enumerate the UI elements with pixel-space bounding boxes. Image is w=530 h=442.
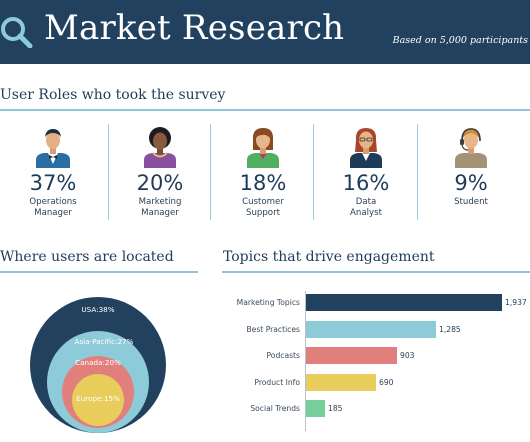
role-divider (108, 124, 109, 220)
businessman-bowtie-icon (32, 126, 74, 168)
role-percent: 9% (419, 171, 523, 195)
woman-green-top-icon (242, 126, 284, 168)
region-label-asia-pacific: Asia-Pacific:27% (75, 337, 134, 346)
bar-podcasts (306, 347, 397, 364)
role-data-analyst: 16% Data Analyst (314, 124, 418, 224)
location-bubble-chart: USA:38% Asia-Pacific:27% Canada:20% Euro… (0, 283, 200, 442)
role-percent: 20% (108, 171, 212, 195)
header-banner: Market Research Based on 5,000 participa… (0, 0, 530, 64)
role-label: Customer Support (211, 197, 315, 219)
role-divider (210, 124, 211, 220)
woman-navy-suit-icon (345, 126, 387, 168)
role-label: Operations Manager (1, 197, 105, 219)
role-customer-support: 18% Customer Support (211, 124, 315, 224)
role-divider (417, 124, 418, 220)
role-percent: 18% (211, 171, 315, 195)
roles-section-title: User Roles who took the survey (0, 87, 225, 103)
role-label: Marketing Manager (108, 197, 212, 219)
role-student: 9% Student (419, 124, 523, 224)
bar-value-label: 185 (328, 404, 343, 413)
region-label-usa: USA:38% (81, 305, 114, 314)
location-section-title: Where users are located (0, 249, 174, 265)
woman-curly-hair-icon (139, 126, 181, 168)
role-label: Data Analyst (314, 197, 418, 219)
magnifier-icon (0, 14, 34, 48)
location-section-divider (0, 271, 198, 273)
participants-note: Based on 5,000 participants (393, 35, 528, 46)
region-label-europe: Europe:15% (76, 394, 120, 403)
topics-section-divider (222, 271, 530, 273)
topics-bar-chart: Marketing Topics 1,937 Best Practices 1,285… (220, 283, 530, 442)
region-label-canada: Canada:20% (75, 358, 121, 367)
role-operations-manager: 37% Operations Manager (1, 124, 105, 224)
bar-category-label: Best Practices (246, 325, 300, 334)
bar-category-label: Marketing Topics (237, 298, 300, 307)
page-title: Market Research (44, 8, 344, 48)
bar-value-label: 690 (379, 378, 394, 387)
role-divider (313, 124, 314, 220)
bar-value-label: 1,937 (505, 298, 527, 307)
role-label: Student (419, 197, 523, 208)
bar-product-info (306, 374, 376, 391)
role-percent: 16% (314, 171, 418, 195)
bar-value-label: 903 (400, 351, 415, 360)
bar-value-label: 1,285 (439, 325, 461, 334)
roles-section-divider (0, 109, 530, 111)
bar-category-label: Product Info (254, 378, 300, 387)
bar-marketing-topics (306, 294, 502, 311)
student-headset-icon (450, 126, 492, 168)
role-percent: 37% (1, 171, 105, 195)
bar-social-trends (306, 400, 325, 417)
bar-best-practices (306, 321, 436, 338)
topics-section-title: Topics that drive engagement (223, 249, 435, 265)
bar-category-label: Social Trends (250, 404, 300, 413)
roles-row: 37% Operations Manager 20% Marketing Man… (0, 124, 530, 224)
role-marketing-manager: 20% Marketing Manager (108, 124, 212, 224)
bar-category-label: Podcasts (267, 351, 301, 360)
